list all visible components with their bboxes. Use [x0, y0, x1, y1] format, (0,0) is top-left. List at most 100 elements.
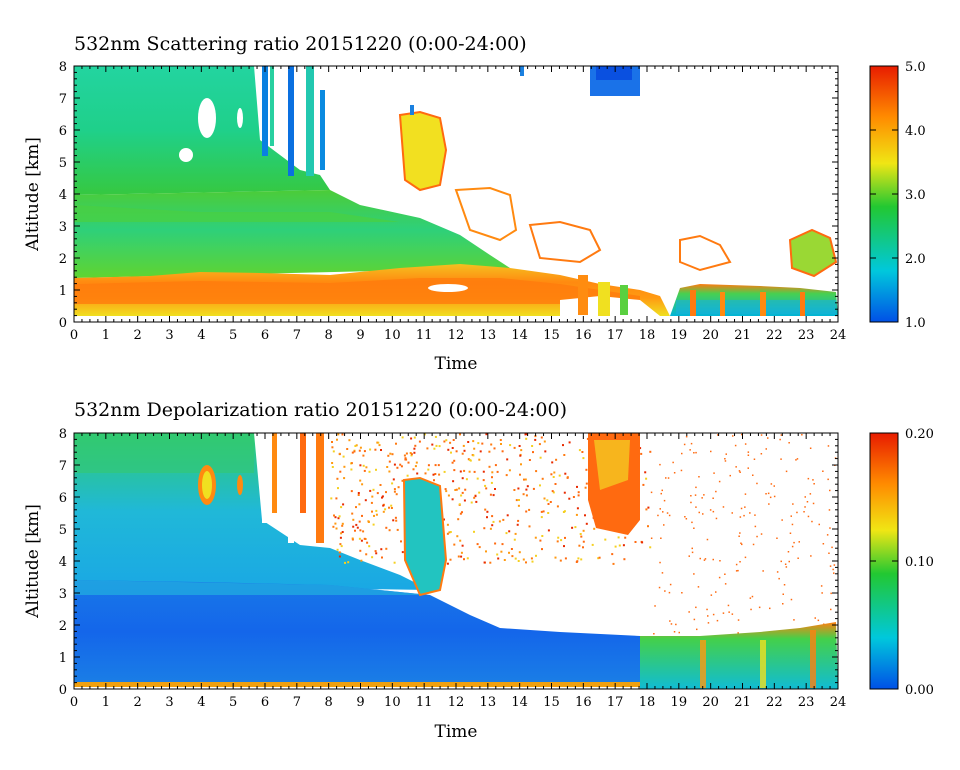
speckle [669, 620, 671, 622]
speckle [478, 491, 481, 494]
chart2-title: 532nm Depolarization ratio 20151220 (0:0… [74, 399, 567, 421]
speckle [339, 536, 342, 539]
x-tick-label: 9 [356, 328, 364, 343]
speckle [695, 606, 697, 609]
speckle [716, 619, 719, 622]
speckle [539, 484, 541, 487]
speckle [577, 494, 580, 497]
x-tick-label: 15 [543, 695, 560, 710]
speckle [833, 572, 835, 574]
speckle [622, 544, 625, 547]
speckle [465, 478, 468, 481]
speckle [352, 518, 355, 521]
speckle [673, 631, 676, 633]
speckle [444, 488, 447, 491]
speckle [779, 438, 781, 441]
speckle [580, 558, 583, 561]
speckle [747, 454, 750, 456]
speckle [829, 489, 831, 492]
speckle [484, 508, 487, 511]
speckle [555, 458, 558, 461]
speckle [443, 440, 446, 443]
speckle [355, 523, 358, 526]
speckle [540, 516, 543, 519]
speckle [401, 479, 404, 482]
speckle [563, 545, 565, 548]
speckle [810, 555, 812, 557]
speckle [688, 611, 690, 613]
speckle [760, 453, 763, 455]
speckle [669, 583, 672, 586]
y-tick-label: 7 [59, 459, 67, 474]
speckle [670, 623, 673, 625]
speckle [574, 526, 577, 529]
speckle [722, 612, 725, 614]
speckle [410, 437, 413, 440]
speckle [468, 458, 471, 461]
speckle [791, 523, 794, 526]
speckle [702, 513, 704, 515]
speckle [557, 536, 560, 539]
y-tick-label: 7 [59, 92, 67, 107]
speckle [409, 452, 412, 454]
speckle [382, 510, 385, 513]
speckle [503, 559, 506, 561]
speckle [361, 514, 363, 517]
speckle [517, 519, 520, 522]
speckle [392, 478, 395, 481]
speckle [762, 570, 764, 572]
speckle [407, 461, 410, 464]
speckle [457, 518, 460, 521]
speckle [399, 463, 402, 466]
y-tick-label: 0 [59, 683, 67, 698]
speckle [494, 464, 497, 467]
speckle [514, 532, 517, 535]
speckle [758, 606, 761, 609]
x-tick-label: 18 [639, 695, 656, 710]
speckle [525, 561, 527, 564]
speckle [681, 452, 683, 455]
colorbar-tick-label: 0.10 [905, 555, 934, 570]
speckle [470, 501, 473, 504]
speckle [665, 477, 667, 479]
speckle [375, 468, 377, 471]
speckle [614, 545, 617, 548]
speckle [829, 527, 831, 529]
speckle [523, 478, 525, 481]
speckle [826, 534, 829, 536]
speckle [447, 448, 450, 451]
speckle [541, 477, 544, 480]
speckle [414, 444, 417, 447]
x-tick-label: 17 [607, 695, 624, 710]
speckle [703, 559, 706, 561]
speckle [466, 557, 469, 560]
speckle [690, 495, 692, 497]
speckle [403, 454, 406, 457]
speckle [446, 532, 449, 535]
speckle [662, 511, 664, 513]
speckle [388, 529, 391, 532]
speckle [534, 435, 537, 438]
speckle [378, 444, 381, 447]
speckle [467, 441, 470, 443]
speckle [526, 485, 529, 488]
speckle [473, 530, 475, 533]
chart1-title: 532nm Scattering ratio 20151220 (0:00-24… [74, 33, 527, 55]
speckle [447, 494, 450, 497]
speckle [539, 539, 542, 542]
speckle [451, 498, 454, 501]
speckle [749, 597, 752, 599]
speckle [366, 541, 369, 544]
speckle [552, 491, 555, 494]
speckle [540, 510, 543, 513]
x-tick-label: 13 [480, 328, 497, 343]
speckle [568, 441, 571, 444]
speckle [453, 469, 456, 472]
speckle [449, 558, 452, 561]
speckle [473, 496, 476, 499]
speckle [754, 514, 756, 516]
speckle [424, 472, 427, 475]
speckle [385, 547, 388, 550]
speckle [593, 527, 596, 530]
speckle [684, 516, 686, 518]
